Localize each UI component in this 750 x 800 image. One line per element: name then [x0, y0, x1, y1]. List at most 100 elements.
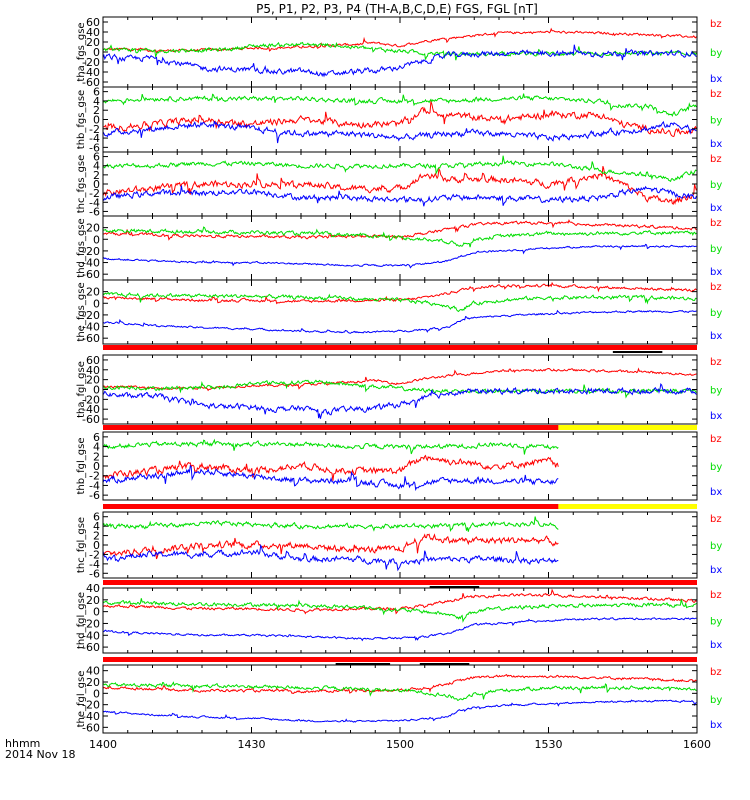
y-tick-label: 4: [93, 441, 100, 454]
legend-by: by: [710, 116, 722, 127]
y-tick-label: 0: [93, 178, 100, 191]
series-line-bz: [103, 27, 697, 54]
y-tick-label: 60: [86, 16, 100, 29]
y-tick-label: 0: [93, 46, 100, 59]
panel-ylabel: the_fgl_gse: [76, 671, 87, 728]
panel-frame: [102, 511, 698, 579]
y-tick-label: -4: [89, 558, 100, 571]
legend-bx: bx: [710, 267, 722, 278]
series-line-bx: [103, 544, 559, 572]
y-tick-label: 40: [86, 26, 100, 39]
series-line-bx: [103, 464, 559, 492]
mode-segment-red: [103, 657, 697, 662]
y-tick-label: -6: [89, 489, 100, 502]
y-tick-label: 4: [93, 160, 100, 173]
y-tick-label: -20: [82, 393, 100, 406]
y-tick-label: 0: [93, 297, 100, 310]
series-line-bx: [103, 44, 697, 78]
x-tick-label: 1500: [386, 738, 414, 751]
legend-bz: bz: [710, 667, 722, 678]
mode-bars-group: [103, 345, 697, 665]
y-tick-label: -2: [89, 187, 100, 200]
y-tick-label: 0: [93, 384, 100, 397]
legend-by: by: [710, 244, 722, 255]
y-tick-label: -4: [89, 196, 100, 209]
series-line-bx: [103, 617, 697, 642]
y-tick-label: -60: [82, 413, 100, 426]
y-tick-label: -60: [82, 268, 100, 281]
series-line-bz: [103, 166, 697, 206]
legend-bx: bx: [710, 74, 722, 85]
y-tick-label: -6: [89, 141, 100, 154]
y-tick-label: -60: [82, 76, 100, 89]
y-tick-label: 6: [93, 86, 100, 99]
y-tick-label: 0: [93, 539, 100, 552]
mode-bar: [103, 580, 697, 588]
y-tick-label: 40: [86, 364, 100, 377]
mode-black-mark: [335, 663, 391, 665]
series-line-bx: [103, 699, 697, 723]
legend-by: by: [710, 541, 722, 552]
mode-segment-red: [103, 425, 559, 430]
legend-bx: bx: [710, 139, 722, 150]
series-line-by: [103, 41, 697, 61]
legend-bx: bx: [710, 411, 722, 422]
y-tick-label: -6: [89, 205, 100, 218]
x-tick-label: 1530: [535, 738, 563, 751]
legend-bz: bz: [710, 590, 722, 601]
series-line-bz: [103, 588, 697, 615]
x-axis: 1400 1430 1500 1530 1600: [89, 738, 711, 751]
series-line-bz: [103, 281, 697, 305]
panel-ylabel: the_fgs_gse: [76, 282, 87, 341]
y-tick-label: -40: [82, 629, 100, 642]
y-tick-label: 4: [93, 520, 100, 533]
y-tick-label: -40: [82, 403, 100, 416]
y-tick-label: -40: [82, 257, 100, 270]
y-tick-label: 20: [86, 594, 100, 607]
legend-by: by: [710, 617, 722, 628]
series-line-bx: [103, 120, 697, 144]
panel-ylabel: thc_fgl_gse: [76, 517, 87, 573]
mode-segment-yellow: [558, 504, 697, 509]
legend-by: by: [710, 386, 722, 397]
y-tick-label: 40: [86, 582, 100, 595]
y-tick-label: -20: [82, 699, 100, 712]
date-label: 2014 Nov 18: [5, 748, 75, 761]
legend-bx: bx: [710, 720, 722, 731]
y-tick-label: -4: [89, 132, 100, 145]
y-tick-label: 20: [86, 222, 100, 235]
y-tick-label: 40: [86, 665, 100, 678]
y-tick-label: 6: [93, 431, 100, 444]
series-line-by: [103, 226, 697, 248]
series-line-bx: [103, 185, 697, 207]
x-unit-label: hhmm: [5, 737, 40, 750]
y-tick-label: 0: [93, 114, 100, 127]
y-tick-label: 20: [86, 676, 100, 689]
y-tick-label: 6: [93, 511, 100, 524]
y-tick-label: -60: [82, 721, 100, 734]
y-tick-label: 2: [93, 530, 100, 543]
legend-bz: bz: [710, 154, 722, 165]
series-line-by: [103, 155, 697, 183]
series-line-bz: [103, 99, 697, 138]
legend-bz: bz: [710, 434, 722, 445]
y-tick-label: 0: [93, 233, 100, 246]
series-line-by: [103, 598, 697, 623]
x-tick-label: 1400: [89, 738, 117, 751]
y-tick-label: 0: [93, 606, 100, 619]
series-line-bz: [103, 674, 697, 694]
panel-frame: [102, 664, 698, 734]
y-tick-label: 4: [93, 95, 100, 108]
